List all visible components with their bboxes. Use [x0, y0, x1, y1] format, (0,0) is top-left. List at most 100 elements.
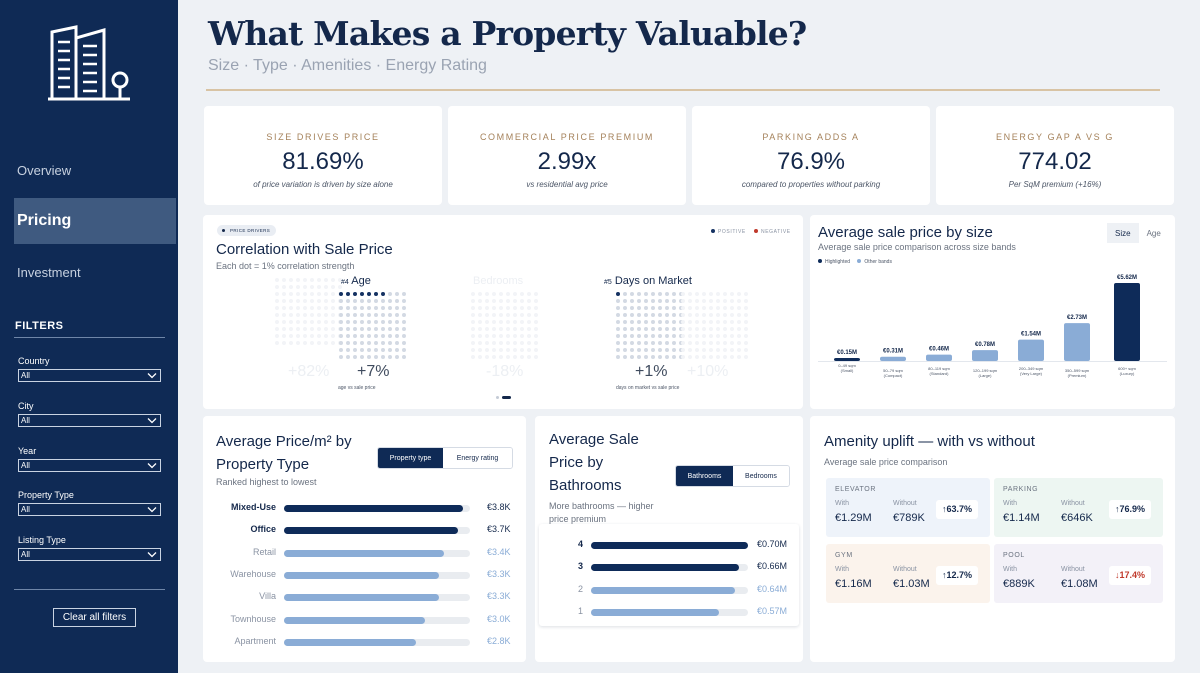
- size-category-label: 0–49 sqm: [838, 363, 856, 368]
- correlation-dot: [702, 292, 706, 296]
- size-bar[interactable]: [1064, 323, 1090, 361]
- bath-bar-row[interactable]: 3 €0.66M: [535, 561, 803, 583]
- bath-bar-fill: [591, 608, 719, 616]
- correlation-dot: [317, 306, 321, 310]
- tab-age[interactable]: Age: [1146, 228, 1161, 238]
- correlation-dot: [296, 313, 300, 317]
- correlation-dot: [381, 355, 385, 359]
- amenity-subtitle: Average sale price comparison: [824, 457, 948, 467]
- correlation-dot: [303, 292, 307, 296]
- correlation-dot: [367, 348, 371, 352]
- size-bar[interactable]: [834, 358, 860, 361]
- nav-pricing[interactable]: Pricing: [14, 198, 176, 244]
- tab-size[interactable]: Size: [1107, 223, 1139, 243]
- correlation-dot: [485, 313, 489, 317]
- type-bar-label: Retail: [252, 546, 276, 557]
- year-select[interactable]: All: [18, 459, 161, 472]
- filter-label: Country: [18, 356, 50, 366]
- bath-bar-label: 1: [577, 605, 583, 616]
- city-select[interactable]: All: [18, 414, 161, 427]
- bath-bar-row[interactable]: 1 €0.57M: [535, 606, 803, 628]
- title-line: Price by: [549, 454, 604, 471]
- correlation-dot: [513, 341, 517, 345]
- corr-value: +7%: [357, 363, 390, 380]
- correlation-dot: [360, 348, 364, 352]
- correlation-dot: [709, 355, 713, 359]
- toggle-property-type[interactable]: Property type: [378, 448, 444, 468]
- correlation-dot: [499, 299, 503, 303]
- bath-bar-track: [591, 608, 748, 616]
- correlation-dot: [478, 348, 482, 352]
- correlation-dot: [324, 320, 328, 324]
- correlation-dot: [644, 327, 648, 331]
- correlation-dot: [381, 306, 385, 310]
- correlation-dot: [730, 355, 734, 359]
- correlation-dot: [395, 334, 399, 338]
- toggle-energy-rating[interactable]: Energy rating: [443, 448, 512, 468]
- clear-filters-button[interactable]: Clear all filters: [53, 608, 136, 627]
- carousel-dot[interactable]: [496, 396, 499, 399]
- subtitle-line: price premium: [549, 514, 607, 524]
- nav-investment[interactable]: Investment: [17, 265, 81, 280]
- type-bar-row[interactable]: Apartment €2.8K: [203, 636, 526, 658]
- correlation-dot: [310, 299, 314, 303]
- correlation-dot: [282, 292, 286, 296]
- kpi-caption: compared to properties without parking: [741, 180, 881, 189]
- type-bar-value: €3.0K: [487, 613, 511, 624]
- correlation-dot: [471, 320, 475, 324]
- nav-overview[interactable]: Overview: [17, 163, 72, 178]
- correlation-dot: [623, 313, 627, 317]
- type-bar-row[interactable]: Warehouse €3.3K: [203, 569, 526, 591]
- bath-bar-row[interactable]: 2 €0.64M: [535, 584, 803, 606]
- chevron-down-icon: [147, 507, 157, 513]
- correlation-dot: [688, 348, 692, 352]
- kpi-caption: of price variation is driven by size alo…: [253, 180, 393, 189]
- country-select[interactable]: All: [18, 369, 161, 382]
- type-bar-row[interactable]: Office €3.7K: [203, 524, 526, 546]
- correlation-dot: [360, 299, 364, 303]
- kpi-card-commercial: COMMERCIAL PRICE PREMIUM 2.99x vs reside…: [448, 106, 686, 205]
- correlation-dot: [730, 292, 734, 296]
- size-bar[interactable]: [972, 350, 998, 361]
- type-bar-row[interactable]: Townhouse €3.0K: [203, 614, 526, 636]
- correlation-dot: [644, 355, 648, 359]
- bath-bar-label: 2: [577, 583, 583, 594]
- correlation-dot: [688, 306, 692, 310]
- type-bar-row[interactable]: Retail €3.4K: [203, 547, 526, 569]
- filter-property-type: Property Type All: [18, 490, 161, 516]
- correlation-dot: [651, 306, 655, 310]
- bath-bar-value: €0.66M: [757, 561, 788, 572]
- type-bar-row[interactable]: Mixed-Use €3.8K: [203, 502, 526, 524]
- bath-bar-row[interactable]: 4 €0.70M: [535, 539, 803, 561]
- size-bar[interactable]: [1018, 339, 1044, 361]
- type-bar-track: [284, 594, 470, 602]
- size-bar[interactable]: [880, 356, 906, 361]
- correlation-dot: [730, 327, 734, 331]
- correlation-dot: [688, 334, 692, 338]
- correlation-dot: [360, 313, 364, 317]
- toggle-bathrooms[interactable]: Bathrooms: [676, 466, 733, 486]
- correlation-dot: [744, 299, 748, 303]
- correlation-dot: [388, 306, 392, 310]
- correlation-dot: [630, 334, 634, 338]
- correlation-dot: [644, 348, 648, 352]
- size-bar[interactable]: [1114, 283, 1140, 361]
- bath-bed-toggle: Bathrooms Bedrooms: [675, 465, 790, 487]
- correlation-dot: [388, 334, 392, 338]
- toggle-bedrooms[interactable]: Bedrooms: [732, 466, 789, 486]
- corr-value: +10%: [687, 363, 729, 380]
- bath-bar-track: [591, 542, 748, 549]
- legend-positive: POSITIVE: [711, 229, 746, 235]
- correlation-dot: [402, 327, 406, 331]
- size-bar[interactable]: [926, 354, 952, 361]
- size-category-label: 350–599 sqm: [1065, 368, 1090, 373]
- bath-bar-fill: [591, 564, 739, 572]
- correlation-dot: [637, 292, 641, 296]
- correlation-dot: [331, 327, 335, 331]
- correlation-dot: [658, 306, 662, 310]
- property-type-select[interactable]: All: [18, 503, 161, 516]
- carousel-dot-active[interactable]: [502, 396, 511, 399]
- correlation-dot: [303, 341, 307, 345]
- listing-type-select[interactable]: All: [18, 548, 161, 561]
- type-bar-row[interactable]: Villa €3.3K: [203, 591, 526, 613]
